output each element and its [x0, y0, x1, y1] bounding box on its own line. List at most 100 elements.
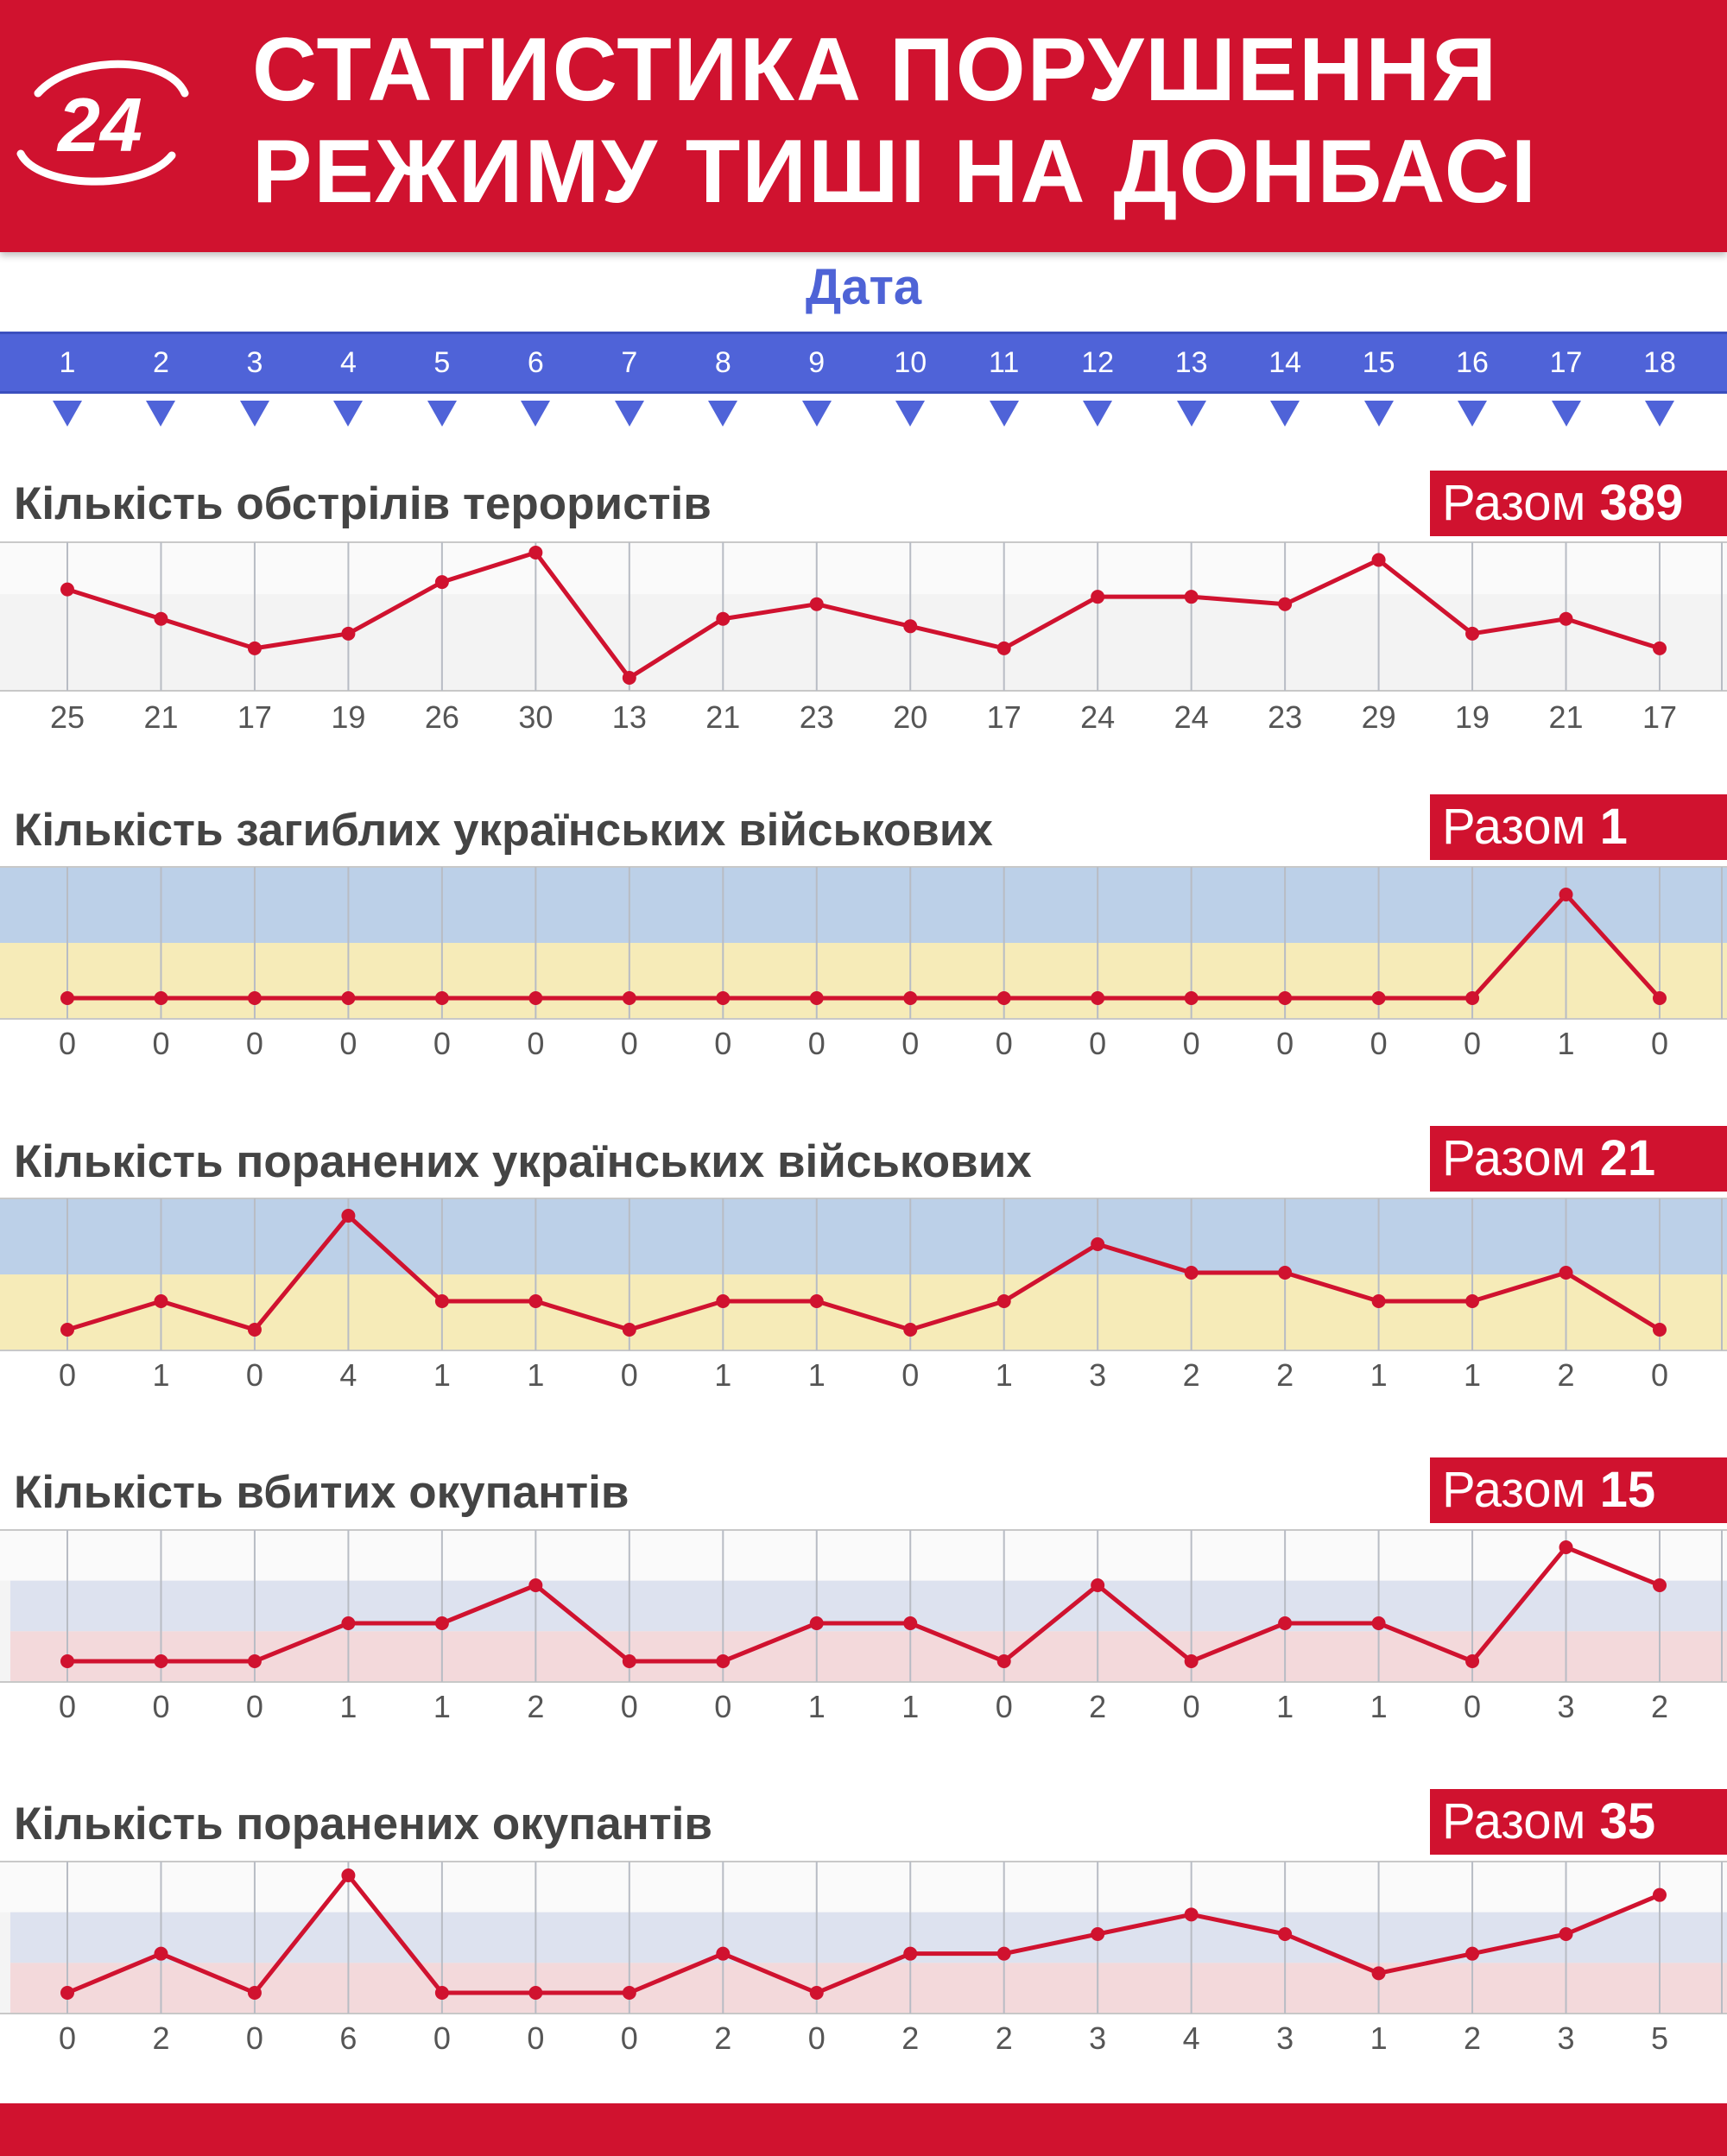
- data-label: 20: [893, 699, 927, 735]
- data-label: 19: [331, 699, 365, 735]
- data-point: [434, 1294, 449, 1308]
- data-label: 0: [1183, 1689, 1200, 1724]
- date-day-4: 4: [339, 346, 357, 379]
- data-label: 0: [527, 1026, 544, 1061]
- data-point: [622, 1986, 636, 2000]
- date-arrow-icon: [146, 401, 176, 427]
- data-label: 2: [1651, 1689, 1668, 1724]
- data-point: [1559, 611, 1573, 626]
- data-point: [622, 1323, 636, 1337]
- data-point: [1184, 991, 1199, 1005]
- data-point: [903, 1946, 918, 1961]
- data-point: [1559, 1266, 1573, 1280]
- data-point: [1184, 590, 1199, 604]
- date-day-11: 11: [989, 346, 1020, 379]
- total-badge: Разом 35: [1430, 1789, 1727, 1855]
- data-point: [434, 991, 449, 1005]
- data-point: [809, 1986, 824, 2000]
- data-label: 0: [433, 1026, 451, 1061]
- total-value: 15: [1599, 1462, 1656, 1518]
- data-point: [903, 619, 918, 634]
- data-point: [903, 1616, 918, 1630]
- data-point: [809, 597, 824, 611]
- date-day-16: 16: [1456, 346, 1489, 379]
- data-label: 6: [339, 2020, 357, 2056]
- data-label: 1: [339, 1689, 357, 1724]
- data-label: 0: [901, 1357, 919, 1393]
- data-point: [247, 1986, 262, 2000]
- data-point: [1371, 1294, 1386, 1308]
- data-label: 0: [621, 1026, 638, 1061]
- flag-band-red: [10, 1631, 1727, 1682]
- total-label: Разом: [1442, 1793, 1586, 1849]
- data-point: [1091, 1927, 1105, 1941]
- data-point: [341, 1868, 356, 1882]
- data-label: 2: [1276, 1357, 1294, 1393]
- total-value: 35: [1599, 1793, 1656, 1849]
- data-label: 1: [1370, 1689, 1388, 1724]
- data-point: [528, 991, 543, 1005]
- data-point: [996, 1946, 1011, 1961]
- data-label: 0: [59, 1026, 76, 1061]
- data-label: 3: [1558, 1689, 1575, 1724]
- data-point: [60, 582, 74, 597]
- data-point: [996, 1294, 1011, 1308]
- data-point: [341, 1209, 356, 1223]
- data-point: [1371, 1616, 1386, 1630]
- data-point: [1091, 1578, 1105, 1592]
- data-label: 0: [152, 1689, 169, 1724]
- series-line: [66, 550, 1661, 680]
- data-point: [434, 575, 449, 590]
- data-label: 21: [1549, 699, 1584, 735]
- flag-band-yellow: [0, 943, 1727, 1019]
- data-point: [1465, 991, 1480, 1005]
- data-point: [1653, 1578, 1667, 1592]
- date-axis-bar: 1 2 3 4 5 6 7 8 9 10 11 12 13 14 15 16 17 18: [0, 332, 1727, 394]
- flag-band-blue: [0, 867, 1727, 943]
- data-point: [1278, 597, 1293, 611]
- data-point: [60, 1323, 74, 1337]
- data-label: 0: [59, 1689, 76, 1724]
- data-point: [247, 991, 262, 1005]
- data-label: 23: [800, 699, 834, 735]
- data-label: 2: [996, 2020, 1013, 2056]
- data-point: [1559, 1927, 1573, 1941]
- date-arrow-icon: [1458, 401, 1488, 427]
- chart-title: Кількість поранених окупантів: [14, 1799, 712, 1849]
- data-label: 21: [705, 699, 740, 735]
- data-point: [622, 671, 636, 685]
- data-point: [341, 991, 356, 1005]
- data-point: [247, 641, 262, 655]
- data-point: [996, 1654, 1011, 1668]
- data-label: 0: [1276, 1026, 1294, 1061]
- date-arrow-icon: [521, 401, 551, 427]
- plot-background-highlight: [0, 542, 1727, 595]
- data-label: 17: [237, 699, 272, 735]
- flag-band-blue: [0, 1198, 1727, 1274]
- date-arrow-icon: [333, 401, 364, 427]
- data-label: 1: [1370, 1357, 1388, 1393]
- data-label: 4: [339, 1357, 357, 1393]
- total-badge: Разом 389: [1430, 471, 1727, 536]
- date-arrow-icon: [1363, 401, 1394, 427]
- flag-band-yellow: [0, 1274, 1727, 1350]
- date-arrow-icon: [239, 401, 269, 427]
- data-point: [247, 1323, 262, 1337]
- logo-text: 24: [56, 82, 142, 168]
- data-label: 29: [1362, 699, 1396, 735]
- data-label: 2: [714, 2020, 731, 2056]
- data-point: [1278, 1616, 1293, 1630]
- data-label: 3: [1558, 2020, 1575, 2056]
- date-day-7: 7: [621, 346, 638, 379]
- data-label: 2: [1558, 1357, 1575, 1393]
- data-label: 0: [1651, 1026, 1668, 1061]
- data-label: 0: [59, 2020, 76, 2056]
- data-label: 0: [621, 1689, 638, 1724]
- data-label: 2: [901, 2020, 919, 2056]
- date-arrow-icon: [1270, 401, 1300, 427]
- data-label: 0: [714, 1026, 731, 1061]
- date-arrow-icon: [1551, 401, 1581, 427]
- data-point: [809, 1616, 824, 1630]
- series-line: [67, 1545, 1661, 1664]
- channel-24-logo: 24: [16, 60, 189, 186]
